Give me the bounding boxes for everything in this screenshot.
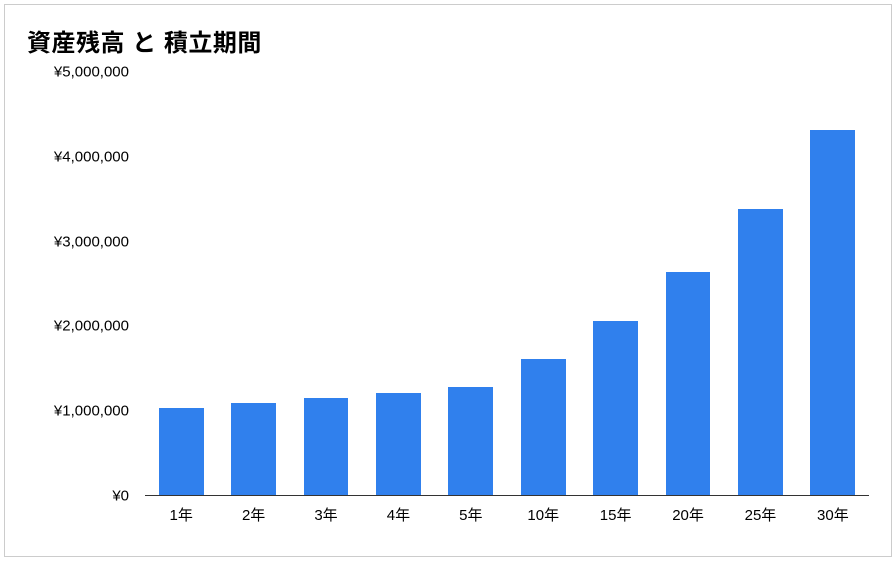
bar-slot [507,72,579,496]
bar [448,387,493,496]
bar [521,359,566,496]
x-axis-labels: 1年2年3年4年5年10年15年20年25年30年 [145,496,869,525]
bar [304,398,349,496]
bar-slot [217,72,289,496]
y-tick-label: ¥1,000,000 [29,403,129,420]
bar-slot [724,72,796,496]
y-tick-label: ¥3,000,000 [29,233,129,250]
y-tick-label: ¥0 [29,488,129,505]
bars-group [145,72,869,496]
x-tick-label: 10年 [507,496,579,525]
x-tick-label: 1年 [145,496,217,525]
bar-slot [435,72,507,496]
bar-slot [797,72,869,496]
bar-slot [362,72,434,496]
bar [376,393,421,496]
bar [666,272,711,496]
bar [231,403,276,496]
x-tick-label: 3年 [290,496,362,525]
x-tick-label: 2年 [217,496,289,525]
x-tick-label: 4年 [362,496,434,525]
plot-area: ¥0 ¥1,000,000 ¥2,000,000 ¥3,000,000 ¥4,000,0… [27,72,869,524]
bar-slot [579,72,651,496]
y-axis: ¥0 ¥1,000,000 ¥2,000,000 ¥3,000,000 ¥4,000,0… [27,72,137,524]
x-tick-label: 30年 [797,496,869,525]
y-tick-label: ¥2,000,000 [29,318,129,335]
x-tick-label: 15年 [579,496,651,525]
bar [810,130,855,496]
bar-slot [290,72,362,496]
x-tick-label: 20年 [652,496,724,525]
chart-title: 資産残高 と 積立期間 [27,23,869,58]
bar [738,209,783,496]
x-tick-label: 5年 [435,496,507,525]
bar-slot [652,72,724,496]
bar [593,321,638,496]
x-tick-label: 25年 [724,496,796,525]
y-tick-label: ¥4,000,000 [29,148,129,165]
bar [159,408,204,496]
chart-container: 資産残高 と 積立期間 ¥0 ¥1,000,000 ¥2,000,000 ¥3,000… [4,4,892,557]
grid-area [145,72,869,524]
bar-slot [145,72,217,496]
y-tick-label: ¥5,000,000 [29,64,129,81]
